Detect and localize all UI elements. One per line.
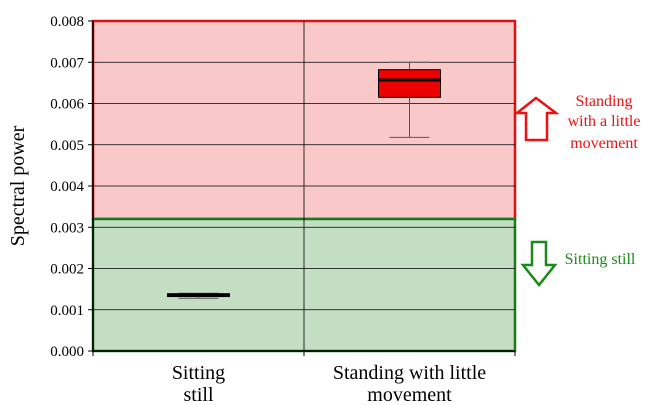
gridlines bbox=[93, 21, 515, 351]
annotation-standing-label: movement bbox=[570, 135, 638, 152]
y-tick-label: 0.006 bbox=[50, 97, 84, 113]
up-arrow-icon bbox=[513, 96, 560, 142]
x-tick-label: still bbox=[183, 384, 213, 405]
x-tick-label: Standing with little bbox=[333, 362, 486, 384]
y-tick-label: 0.004 bbox=[50, 179, 84, 195]
down-arrow-icon bbox=[520, 240, 558, 288]
y-tick-label: 0.001 bbox=[50, 303, 84, 319]
y-tick-label: 0.003 bbox=[50, 220, 84, 236]
annotation-standing-label: with a little bbox=[568, 113, 641, 130]
y-tick-label: 0.000 bbox=[50, 344, 84, 360]
annotations: Standing with a little movement Sitting sti… bbox=[513, 93, 641, 288]
annotation-standing-label: Standing bbox=[576, 93, 633, 110]
x-tick-label: Sitting bbox=[172, 362, 225, 384]
y-tick-label: 0.007 bbox=[50, 55, 84, 71]
y-tick-label: 0.002 bbox=[50, 262, 84, 278]
box bbox=[378, 69, 441, 98]
box-plot-series bbox=[167, 61, 441, 299]
annotation-sitting-label: Sitting still bbox=[565, 251, 636, 268]
axes: 0.000 0.001 0.002 0.003 0.004 0.005 0.006 0.007… bbox=[7, 14, 516, 405]
x-tick-label: movement bbox=[367, 384, 452, 405]
y-tick-label: 0.008 bbox=[50, 14, 84, 30]
y-tick-label: 0.005 bbox=[50, 138, 84, 154]
y-axis-label: Spectral power bbox=[7, 125, 29, 246]
